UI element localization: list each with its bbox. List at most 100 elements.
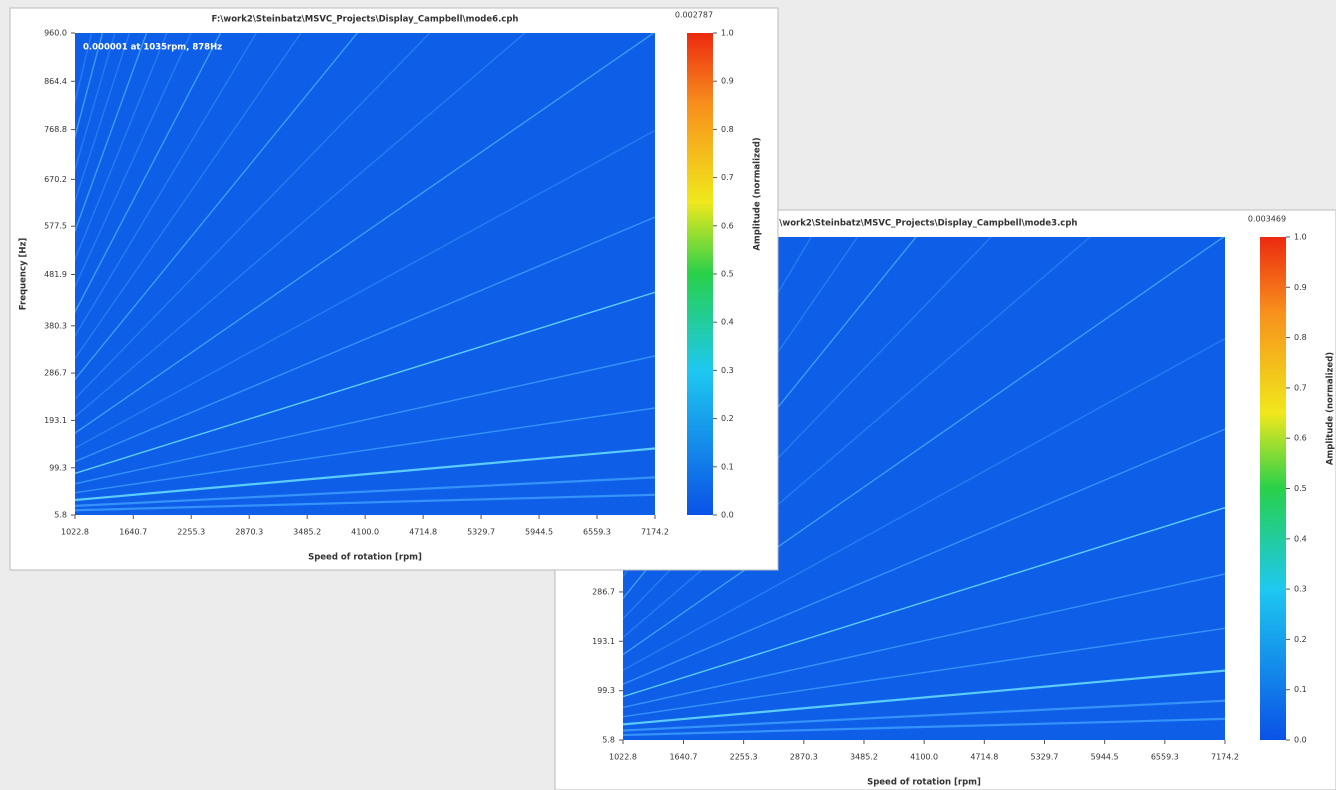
x-tick-label: 4100.0: [910, 753, 938, 762]
x-tick-label: 7174.2: [641, 528, 669, 537]
annotation: 0.000001 at 1035rpm, 878Hz: [83, 43, 222, 53]
order-line: [623, 337, 1225, 671]
y-tick-label: 577.5: [44, 222, 67, 231]
order-line: [75, 33, 116, 172]
order-line: [75, 33, 222, 314]
y-tick-label: 864.4: [44, 77, 67, 86]
colorbar-tick-label: 1.0: [1294, 233, 1307, 242]
x-tick-label: 4100.0: [351, 528, 379, 537]
colorbar-tick-label: 0.3: [1294, 585, 1307, 594]
order-line: [75, 33, 302, 360]
order-line: [623, 237, 993, 620]
y-tick-label: 380.3: [44, 321, 67, 330]
colorbar-max: 0.003469: [1248, 215, 1286, 224]
x-tick-label: 4714.8: [409, 528, 437, 537]
colorbar-tick-label: 0.4: [721, 318, 734, 327]
x-tick-label: 7174.2: [1211, 753, 1239, 762]
order-line: [75, 33, 359, 381]
colorbar-tick-label: 0.8: [1294, 333, 1307, 342]
order-line: [75, 33, 104, 140]
x-axis-label: Speed of rotation [rpm]: [308, 553, 422, 563]
y-tick-label: 193.1: [44, 416, 67, 425]
colorbar-tick-label: 0.5: [721, 270, 734, 279]
y-tick-label: 99.3: [597, 686, 615, 695]
order-line: [75, 355, 655, 485]
heatmap-lines: [75, 33, 655, 512]
plot-area: [75, 33, 655, 515]
chart-title: F:\work2\Steinbatz\MSVC_Projects\Display…: [771, 219, 1078, 229]
order-line: [75, 33, 655, 434]
order-line: [75, 33, 168, 262]
colorbar-tick-label: 0.3: [721, 366, 734, 375]
colorbar-tick-label: 0.0: [721, 511, 734, 520]
colorbar-tick-label: 1.0: [721, 29, 734, 38]
colorbar-tick-label: 0.9: [721, 77, 734, 86]
colorbar: [687, 33, 713, 515]
order-line: [623, 717, 1225, 737]
x-tick-label: 1640.7: [669, 753, 697, 762]
order-line: [623, 627, 1225, 718]
x-tick-label: 2870.3: [790, 753, 818, 762]
order-line: [75, 129, 655, 449]
colorbar-tick-label: 0.1: [1294, 685, 1307, 694]
y-tick-label: 286.7: [592, 587, 615, 596]
order-line: [75, 33, 131, 204]
x-tick-label: 1022.8: [609, 753, 637, 762]
order-line: [75, 447, 655, 502]
order-line: [75, 33, 258, 338]
x-tick-label: 5944.5: [1091, 753, 1119, 762]
chart-title: F:\work2\Steinbatz\MSVC_Projects\Display…: [212, 15, 519, 25]
y-tick-label: 481.9: [44, 270, 67, 279]
colorbar-tick-label: 0.6: [721, 221, 734, 230]
colorbar-tick-label: 0.4: [1294, 534, 1307, 543]
order-line: [623, 428, 1225, 685]
colorbar: [1260, 237, 1286, 740]
order-line: [75, 493, 655, 512]
order-line: [623, 699, 1225, 732]
colorbar-tick-label: 0.5: [1294, 484, 1307, 493]
order-line: [623, 237, 1092, 639]
y-tick-label: 5.8: [54, 511, 67, 520]
colorbar-tick-label: 0.1: [721, 462, 734, 471]
order-line: [75, 216, 655, 463]
y-tick-label: 99.3: [49, 463, 67, 472]
y-tick-label: 286.7: [44, 369, 67, 378]
order-line: [75, 33, 192, 289]
x-tick-label: 4714.8: [970, 753, 998, 762]
colorbar-tick-label: 0.8: [721, 125, 734, 134]
colorbar-tick-label: 0.2: [721, 414, 734, 423]
order-line: [623, 506, 1225, 698]
x-axis-label: Speed of rotation [rpm]: [867, 778, 981, 788]
y-tick-label: 193.1: [592, 637, 615, 646]
y-tick-label: 670.2: [44, 175, 67, 184]
x-tick-label: 2255.3: [177, 528, 205, 537]
colorbar-tick-label: 0.9: [1294, 283, 1307, 292]
y-tick-label: 960.0: [44, 29, 67, 38]
order-line: [623, 573, 1225, 709]
x-tick-label: 1022.8: [61, 528, 89, 537]
colorbar-label: Amplitude (normalized): [753, 137, 763, 250]
order-line: [75, 291, 655, 475]
colorbar-label: Amplitude (normalized): [1326, 352, 1336, 465]
x-tick-label: 6559.3: [1151, 753, 1179, 762]
x-tick-label: 5944.5: [525, 528, 553, 537]
colorbar-tick-label: 0.7: [721, 173, 734, 182]
x-tick-label: 3485.2: [293, 528, 321, 537]
x-tick-label: 5329.7: [467, 528, 495, 537]
order-line: [623, 237, 1225, 656]
x-tick-label: 5329.7: [1030, 753, 1058, 762]
colorbar-tick-label: 0.6: [1294, 434, 1307, 443]
y-axis-label: Frequency [Hz]: [19, 238, 29, 311]
order-line: [75, 33, 431, 400]
colorbar-tick-label: 0.0: [1294, 736, 1307, 745]
x-tick-label: 2870.3: [235, 528, 263, 537]
x-tick-label: 1640.7: [119, 528, 147, 537]
order-line: [75, 33, 527, 418]
x-tick-label: 6559.3: [583, 528, 611, 537]
y-tick-label: 768.8: [44, 125, 67, 134]
colorbar-tick-label: 0.2: [1294, 635, 1307, 644]
y-tick-label: 5.8: [602, 736, 615, 745]
order-line: [75, 33, 148, 234]
